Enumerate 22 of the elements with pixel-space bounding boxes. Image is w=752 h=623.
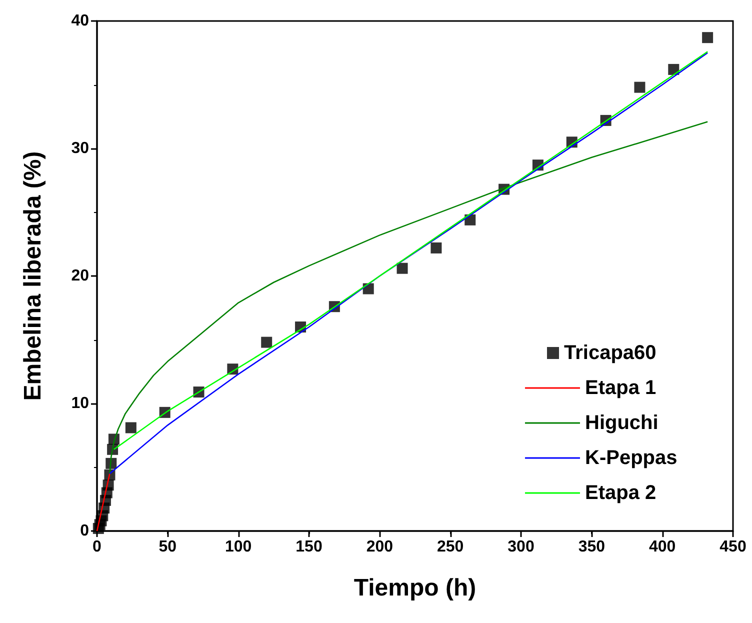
- y-tick-label: 10: [71, 395, 90, 412]
- x-axis-title: Tiempo (h): [354, 574, 476, 602]
- x-tick-label: 400: [648, 538, 676, 556]
- x-tick-label: 300: [508, 538, 534, 556]
- y-tick-label: 20: [71, 268, 90, 284]
- x-tick-label: 250: [436, 538, 464, 556]
- x-tick-label: 450: [720, 538, 746, 556]
- legend-label: Higuchi: [585, 412, 658, 434]
- y-tick-label: 0: [80, 522, 90, 540]
- legend-label: Etapa 2: [585, 482, 656, 504]
- legend-label: K-Peppas: [585, 447, 678, 469]
- x-tick-label: 200: [366, 538, 394, 556]
- x-tick-label: 0: [92, 538, 102, 556]
- x-tick-label: 50: [158, 538, 177, 556]
- y-tick-label: 40: [71, 12, 90, 30]
- x-tick-label: 350: [578, 538, 606, 556]
- legend-label: Tricapa60: [564, 342, 656, 364]
- legend-label: Etapa 1: [585, 377, 656, 399]
- y-axis-title: Embelina liberada (%): [20, 151, 46, 401]
- x-tick-label: 150: [296, 538, 322, 556]
- x-tick-label: 100: [224, 538, 252, 556]
- y-tick-label: 30: [71, 140, 90, 157]
